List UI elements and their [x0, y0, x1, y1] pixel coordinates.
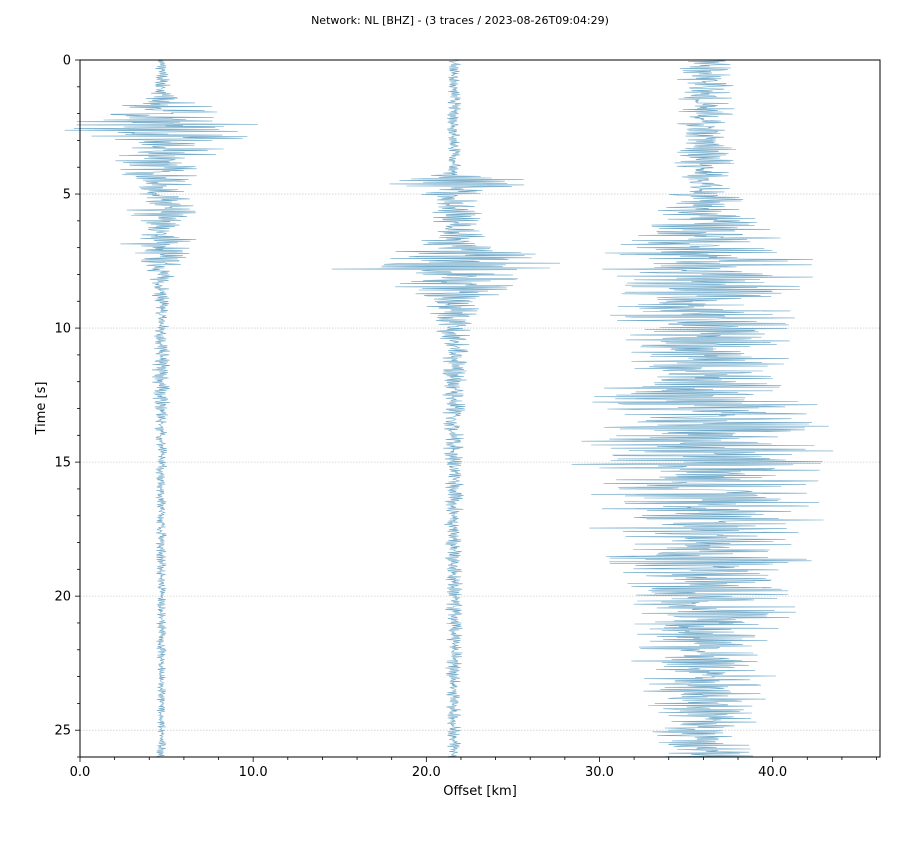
y-tick-label: 15 [54, 456, 71, 471]
y-tick-label: 5 [63, 188, 71, 203]
y-tick-label: 10 [54, 322, 71, 337]
seismic-trace-3 [571, 59, 834, 758]
x-tick-label: 20.0 [412, 765, 441, 780]
seismic-trace-2 [331, 59, 561, 758]
x-tick-label: 10.0 [239, 765, 268, 780]
x-tick-label: 0.0 [70, 765, 91, 780]
y-axis-ticks: 0 5 10 15 20 25 [54, 54, 80, 758]
seismic-trace-1 [64, 59, 258, 758]
plot-area-frame [79, 59, 881, 758]
x-tick-label: 40.0 [758, 765, 787, 780]
x-axis-label: Offset [km] [443, 784, 517, 799]
x-axis-ticks: 0.0 10.0 20.0 30.0 40.0 [70, 757, 877, 780]
y-tick-label: 25 [54, 724, 71, 739]
y-tick-label: 20 [54, 590, 71, 605]
y-axis-label: Time [s] [34, 382, 49, 436]
traces [64, 59, 834, 758]
x-tick-label: 30.0 [585, 765, 614, 780]
y-tick-label: 0 [63, 54, 71, 69]
chart-title: Network: NL [BHZ] - (3 traces / 2023-08-… [311, 14, 609, 27]
